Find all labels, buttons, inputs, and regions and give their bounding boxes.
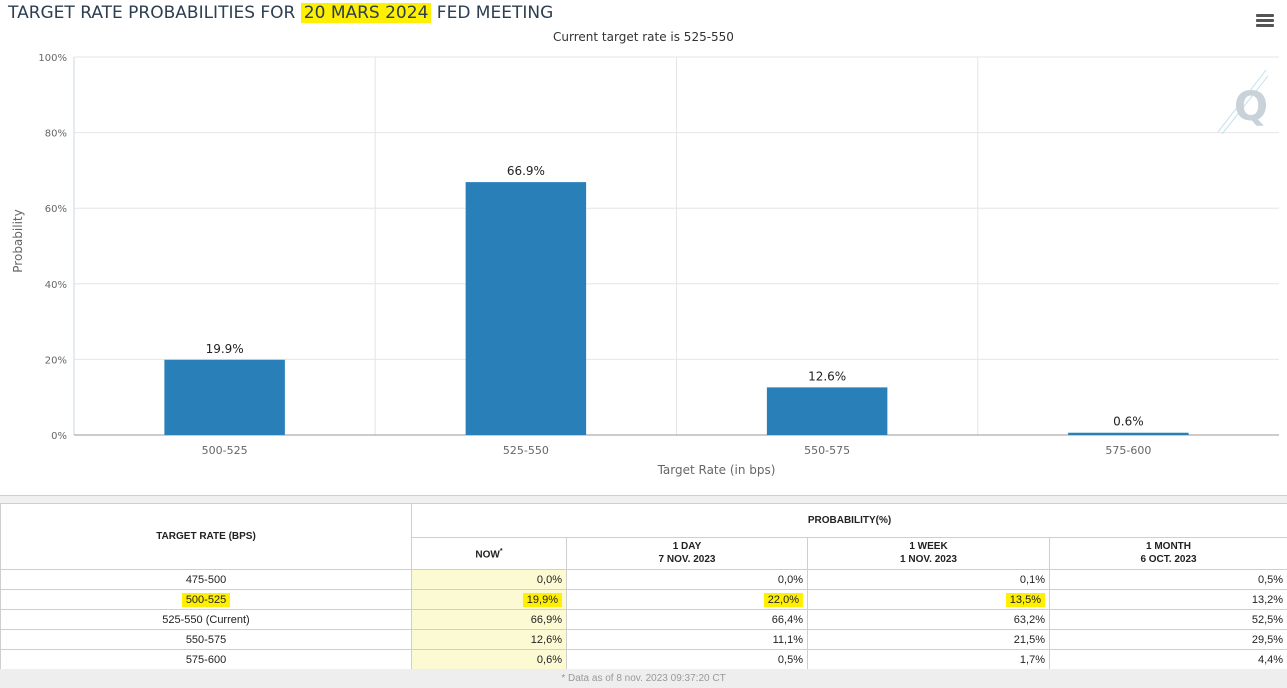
title-prefix: TARGET RATE PROBABILITIES FOR	[8, 3, 296, 23]
column-date: 1 NOV. 2023	[900, 554, 957, 566]
highlight-mark: 22,0%	[763, 592, 803, 607]
column-label: 1 DAY	[672, 541, 702, 553]
y-tick-label: 40%	[45, 280, 67, 291]
highlight-mark: 19,9%	[522, 592, 562, 607]
column-header-1-week: 1 WEEK 1 NOV. 2023	[807, 536, 1050, 570]
table-row: 475-500 0,0% 0,0% 0,1% 0,5%	[0, 569, 1287, 590]
value-1-week: 13,5%	[807, 589, 1050, 610]
column-date: 6 OCT. 2023	[1140, 554, 1197, 566]
data-label: 0.6%	[1113, 415, 1144, 429]
rate-cell: 575-600	[0, 649, 412, 670]
table-row: 525-550 (Current) 66,9% 66,4% 63,2% 52,5…	[0, 609, 1287, 630]
value-now: 0,6%	[411, 649, 567, 670]
logo-letter: Q	[1234, 84, 1268, 130]
y-tick-label: 60%	[45, 204, 67, 215]
data-timestamp-footnote: * Data as of 8 nov. 2023 09:37:20 CT	[0, 669, 1287, 688]
y-tick-label: 100%	[38, 53, 67, 64]
value-1-day: 66,4%	[566, 609, 808, 630]
bar-chart: 0% 20% 40% 60% 80% 100% 19.9% 500-525 66.9% 525-5…	[11, 53, 1279, 477]
value-1-day: 0,0%	[566, 569, 808, 590]
column-header-1-month: 1 MONTH 6 OCT. 2023	[1048, 536, 1287, 570]
value-1-day: 22,0%	[566, 589, 808, 610]
value-1-month: 4,4%	[1048, 649, 1287, 670]
highlight-mark: 13,5%	[1005, 592, 1045, 607]
column-label: 1 WEEK	[909, 541, 948, 553]
rate-cell: 525-550 (Current)	[0, 609, 412, 630]
chart-title: TARGET RATE PROBABILITIES FOR 20 MARS 20…	[8, 3, 553, 23]
value-1-month: 0,5%	[1048, 569, 1287, 590]
column-label: NOW	[475, 549, 500, 561]
header-probability: PROBABILITY(%)	[410, 503, 1287, 538]
x-tick-label: 525-550	[503, 444, 549, 457]
probability-table: TARGET RATE (BPS) PROBABILITY(%) NOW* 1 …	[0, 503, 1287, 670]
value-1-week: 63,2%	[807, 609, 1050, 630]
value-1-month: 52,5%	[1048, 609, 1287, 630]
data-label: 19.9%	[206, 342, 244, 356]
value-now: 66,9%	[411, 609, 567, 630]
y-tick-label: 80%	[45, 129, 67, 140]
y-tick-label: 0%	[51, 431, 67, 442]
rate-cell: 475-500	[0, 569, 412, 590]
highlight-mark: 500-525	[181, 592, 231, 607]
value-now: 0,0%	[411, 569, 567, 590]
section-separator	[0, 495, 1287, 504]
table-row: 575-600 0,6% 0,5% 1,7% 4,4%	[0, 649, 1287, 670]
title-suffix: FED MEETING	[436, 3, 554, 23]
title-meeting-date: 20 MARS 2024	[300, 3, 432, 23]
value-now: 19,9%	[411, 589, 567, 610]
data-label: 66.9%	[507, 164, 545, 178]
x-axis-title: Target Rate (in bps)	[657, 463, 776, 477]
x-tick-label: 500-525	[202, 444, 248, 457]
hamburger-menu-icon[interactable]	[1256, 14, 1274, 28]
value-1-week: 21,5%	[807, 629, 1050, 650]
table-row: 500-525 19,9% 22,0% 13,5% 13,2%	[0, 589, 1287, 610]
rate-cell: 500-525	[0, 589, 412, 610]
y-tick-label: 20%	[45, 355, 67, 366]
value-1-day: 11,1%	[566, 629, 808, 650]
x-tick-label: 550-575	[804, 444, 850, 457]
value-1-month: 29,5%	[1048, 629, 1287, 650]
column-label: 1 MONTH	[1146, 541, 1192, 553]
data-label: 12.6%	[808, 369, 846, 383]
bar	[465, 182, 587, 435]
y-axis-title: Probability	[11, 209, 25, 272]
bar	[1068, 432, 1189, 435]
chart-subtitle: Current target rate is 525-550	[553, 30, 734, 44]
table-row: 550-575 12,6% 11,1% 21,5% 29,5%	[0, 629, 1287, 650]
value-1-week: 0,1%	[807, 569, 1050, 590]
value-1-day: 0,5%	[566, 649, 808, 670]
value-now: 12,6%	[411, 629, 567, 650]
footnote-marker: *	[499, 548, 503, 556]
bar	[766, 387, 888, 435]
column-header-1-day: 1 DAY 7 NOV. 2023	[566, 536, 808, 570]
value-1-month: 13,2%	[1048, 589, 1287, 610]
column-header-now: NOW*	[411, 536, 567, 570]
column-date: 7 NOV. 2023	[658, 554, 716, 566]
bar	[164, 359, 285, 435]
header-target-rate: TARGET RATE (BPS)	[0, 503, 412, 570]
value-1-week: 1,7%	[807, 649, 1050, 670]
x-tick-label: 575-600	[1105, 444, 1151, 457]
quikstrike-logo-icon: Q	[1217, 69, 1269, 135]
rate-cell: 550-575	[0, 629, 412, 650]
